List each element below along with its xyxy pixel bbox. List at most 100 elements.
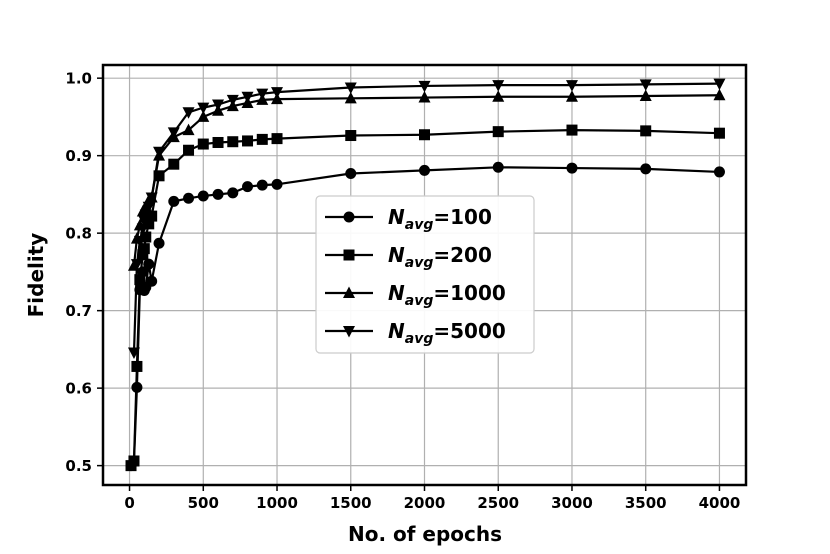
data-point-1000 — [418, 91, 431, 103]
data-point-5000 — [271, 87, 284, 99]
x-tick-label: 1500 — [330, 494, 372, 512]
data-point-200 — [183, 144, 195, 156]
legend-box — [315, 195, 535, 354]
series-5000 — [127, 78, 726, 359]
data-point-100 — [183, 192, 195, 204]
data-point-1000 — [344, 91, 357, 104]
data-point-5000 — [226, 94, 239, 107]
data-point-200 — [271, 133, 283, 145]
data-point-5000 — [197, 102, 210, 115]
y-tick-label: 0.6 — [65, 380, 92, 398]
y-tick-label: 0.8 — [65, 225, 92, 243]
axis-ticks: 0 500 1000 1500 2000 2500 3000 3500 4000 0.5 0.6 0.… — [65, 70, 740, 512]
data-point-200 — [128, 455, 140, 467]
data-point-100 — [242, 181, 254, 193]
legend-marker — [343, 286, 355, 298]
data-point-200 — [419, 129, 430, 141]
data-point-1000 — [182, 123, 195, 136]
data-point-5000 — [153, 146, 166, 159]
data-point-5000 — [167, 127, 180, 139]
data-point-5000 — [133, 235, 146, 248]
data-point-200 — [242, 135, 254, 147]
data-point-100 — [640, 163, 652, 175]
data-point-100 — [256, 179, 268, 191]
legend-marker — [343, 326, 355, 338]
legend-label: Navg=100 — [388, 205, 492, 233]
data-point-100 — [227, 187, 239, 199]
legend-item-1000: Navg=1000 — [325, 281, 506, 309]
data-point-5000 — [418, 80, 431, 93]
x-tick-label: 3500 — [625, 494, 667, 512]
data-point-200 — [640, 125, 652, 137]
series-200 — [125, 124, 725, 472]
data-point-200 — [146, 210, 158, 222]
data-point-200 — [227, 136, 239, 148]
data-point-100 — [168, 195, 180, 207]
data-point-5000 — [127, 347, 140, 359]
legend-marker — [343, 211, 355, 223]
data-point-100 — [146, 275, 158, 287]
legend-marker — [343, 249, 355, 261]
x-tick-label: 0 — [124, 494, 134, 512]
data-point-200 — [137, 249, 149, 261]
data-point-5000 — [142, 201, 155, 214]
x-tick-label: 500 — [188, 494, 219, 512]
data-point-200 — [212, 136, 224, 148]
x-tick-label: 3000 — [551, 494, 593, 512]
y-tick-label: 0.7 — [65, 302, 92, 320]
data-point-5000 — [130, 259, 143, 271]
data-point-200 — [566, 124, 578, 136]
data-point-100 — [153, 237, 165, 249]
data-point-100 — [566, 162, 578, 174]
data-point-1000 — [197, 110, 210, 122]
data-point-200 — [345, 130, 357, 142]
x-tick-label: 1000 — [256, 494, 298, 512]
data-point-100 — [419, 164, 430, 176]
legend: Navg=100 Navg=200 Navg=1000 Navg=5000 — [315, 195, 535, 354]
data-point-1000 — [492, 90, 505, 102]
data-point-100 — [143, 258, 155, 270]
x-tick-label: 2000 — [404, 494, 446, 512]
data-point-100 — [345, 167, 357, 179]
data-point-5000 — [145, 192, 158, 205]
data-point-200 — [143, 218, 155, 230]
data-point-200 — [492, 126, 504, 138]
y-tick-label: 0.5 — [65, 457, 92, 475]
data-point-200 — [140, 231, 152, 243]
data-point-100 — [197, 190, 209, 202]
data-point-5000 — [639, 79, 652, 91]
legend-item-5000: Navg=5000 — [325, 319, 506, 347]
data-point-5000 — [344, 82, 357, 94]
data-point-200 — [134, 274, 146, 286]
data-point-200 — [256, 133, 268, 145]
data-point-5000 — [212, 99, 225, 112]
legend-label: Navg=200 — [388, 243, 492, 271]
legend-label: Navg=1000 — [388, 281, 506, 309]
data-point-1000 — [713, 88, 726, 101]
data-point-1000 — [639, 89, 652, 101]
data-point-200 — [713, 127, 725, 139]
data-point-5000 — [241, 91, 254, 104]
y-axis-label: Fidelity — [24, 233, 48, 318]
data-point-5000 — [565, 80, 578, 92]
y-tick-label: 1.0 — [65, 70, 92, 88]
data-point-5000 — [136, 223, 149, 236]
data-point-100 — [713, 166, 725, 178]
x-tick-label: 4000 — [699, 494, 741, 512]
legend-label: Navg=5000 — [388, 319, 506, 347]
data-point-200 — [197, 138, 209, 150]
data-point-5000 — [492, 80, 505, 92]
data-point-100 — [212, 188, 224, 200]
data-point-200 — [153, 170, 165, 182]
data-point-200 — [131, 360, 143, 372]
y-tick-label: 0.9 — [65, 147, 92, 165]
data-point-100 — [492, 161, 504, 173]
data-point-200 — [168, 158, 180, 170]
data-point-1000 — [565, 90, 578, 102]
x-axis-label: No. of epochs — [348, 522, 502, 546]
data-point-200 — [138, 243, 150, 255]
data-point-5000 — [256, 88, 269, 101]
series-layer — [125, 78, 726, 472]
data-point-5000 — [713, 78, 726, 91]
